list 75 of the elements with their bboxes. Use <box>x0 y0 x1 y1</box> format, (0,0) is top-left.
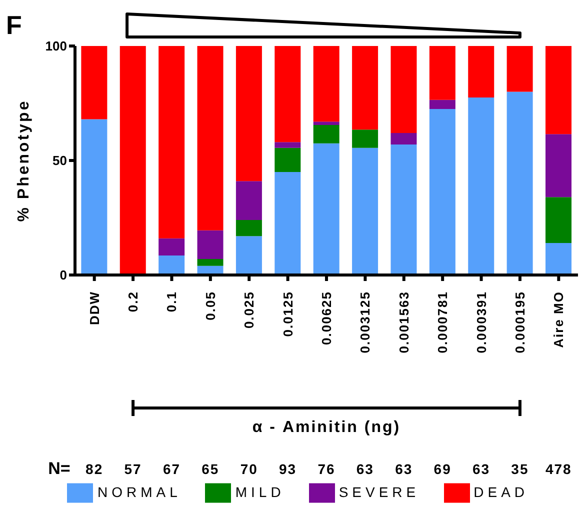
bar <box>313 122 340 126</box>
x-tick-label: 0.0125 <box>280 291 296 337</box>
x-tick-label: 0.000391 <box>474 291 489 354</box>
bar <box>274 142 301 148</box>
bar <box>352 130 378 148</box>
text: 65 <box>202 461 220 477</box>
bar <box>352 148 378 275</box>
x-tick-label: 0.001563 <box>396 291 412 354</box>
bar <box>313 143 340 275</box>
bar <box>468 98 494 275</box>
text: 70 <box>240 461 258 477</box>
text: 69 <box>434 461 452 477</box>
text: 67 <box>162 461 181 477</box>
bar <box>468 46 494 98</box>
legend-label: DEAD <box>474 484 529 500</box>
text: 478 <box>545 461 572 477</box>
bar <box>197 230 224 259</box>
x-tick-label: 0.1 <box>164 291 180 312</box>
bar <box>429 100 456 109</box>
x-tick-label: 0.00625 <box>319 291 334 345</box>
y-tick-label: 100 <box>45 38 67 54</box>
bar <box>506 46 533 92</box>
bar <box>274 172 301 275</box>
bar <box>236 236 262 275</box>
bar <box>546 46 572 134</box>
text: 63 <box>472 461 490 477</box>
y-axis-title: % Phenotype <box>16 99 33 222</box>
text: F <box>6 10 22 40</box>
bar <box>120 46 146 275</box>
x-tick-label: Aire MO <box>551 291 566 348</box>
text: 57 <box>124 461 142 477</box>
legend-label: SEVERE <box>338 484 420 500</box>
bar <box>81 46 108 120</box>
bar <box>390 46 417 134</box>
x-tick-label: 0.05 <box>202 291 218 320</box>
bar <box>546 197 572 243</box>
x-tick-label: 0.2 <box>126 291 141 312</box>
text: 63 <box>395 461 413 477</box>
x-tick-label: 0.003125 <box>358 291 373 354</box>
bar <box>197 46 224 230</box>
legend-label: MILD <box>235 484 285 500</box>
y-tick-label: 50 <box>52 153 67 168</box>
bar <box>429 46 456 100</box>
x-tick-label: 0.000781 <box>435 291 450 354</box>
text: N= <box>48 459 70 478</box>
text: 76 <box>318 461 336 477</box>
bar <box>429 108 456 275</box>
bar <box>236 181 262 220</box>
bar <box>81 119 108 275</box>
bar <box>274 148 301 172</box>
text: 63 <box>356 461 374 477</box>
bar <box>158 256 185 275</box>
x-tick-label: DDW <box>86 291 102 326</box>
text: 82 <box>86 461 104 477</box>
legend-label: NORMAL <box>97 484 182 500</box>
bar <box>546 242 572 275</box>
bar <box>236 46 262 182</box>
bar <box>546 134 572 198</box>
text: 35 <box>511 461 529 477</box>
bar <box>197 258 224 266</box>
y-tick-label: 0 <box>60 268 67 283</box>
bar <box>158 46 185 238</box>
bar <box>352 46 378 130</box>
bar <box>313 125 340 144</box>
text: 93 <box>279 461 297 477</box>
x-tick-label: 0.000195 <box>512 291 528 354</box>
bar <box>274 46 301 142</box>
bar <box>236 220 262 236</box>
x-tick-label: 0.025 <box>242 291 257 329</box>
bar <box>313 46 340 122</box>
bar <box>506 92 533 275</box>
bar <box>390 133 417 144</box>
bar <box>158 238 185 256</box>
bar <box>390 144 417 275</box>
x-axis-title: α - Aminitin (ng) <box>252 419 401 436</box>
